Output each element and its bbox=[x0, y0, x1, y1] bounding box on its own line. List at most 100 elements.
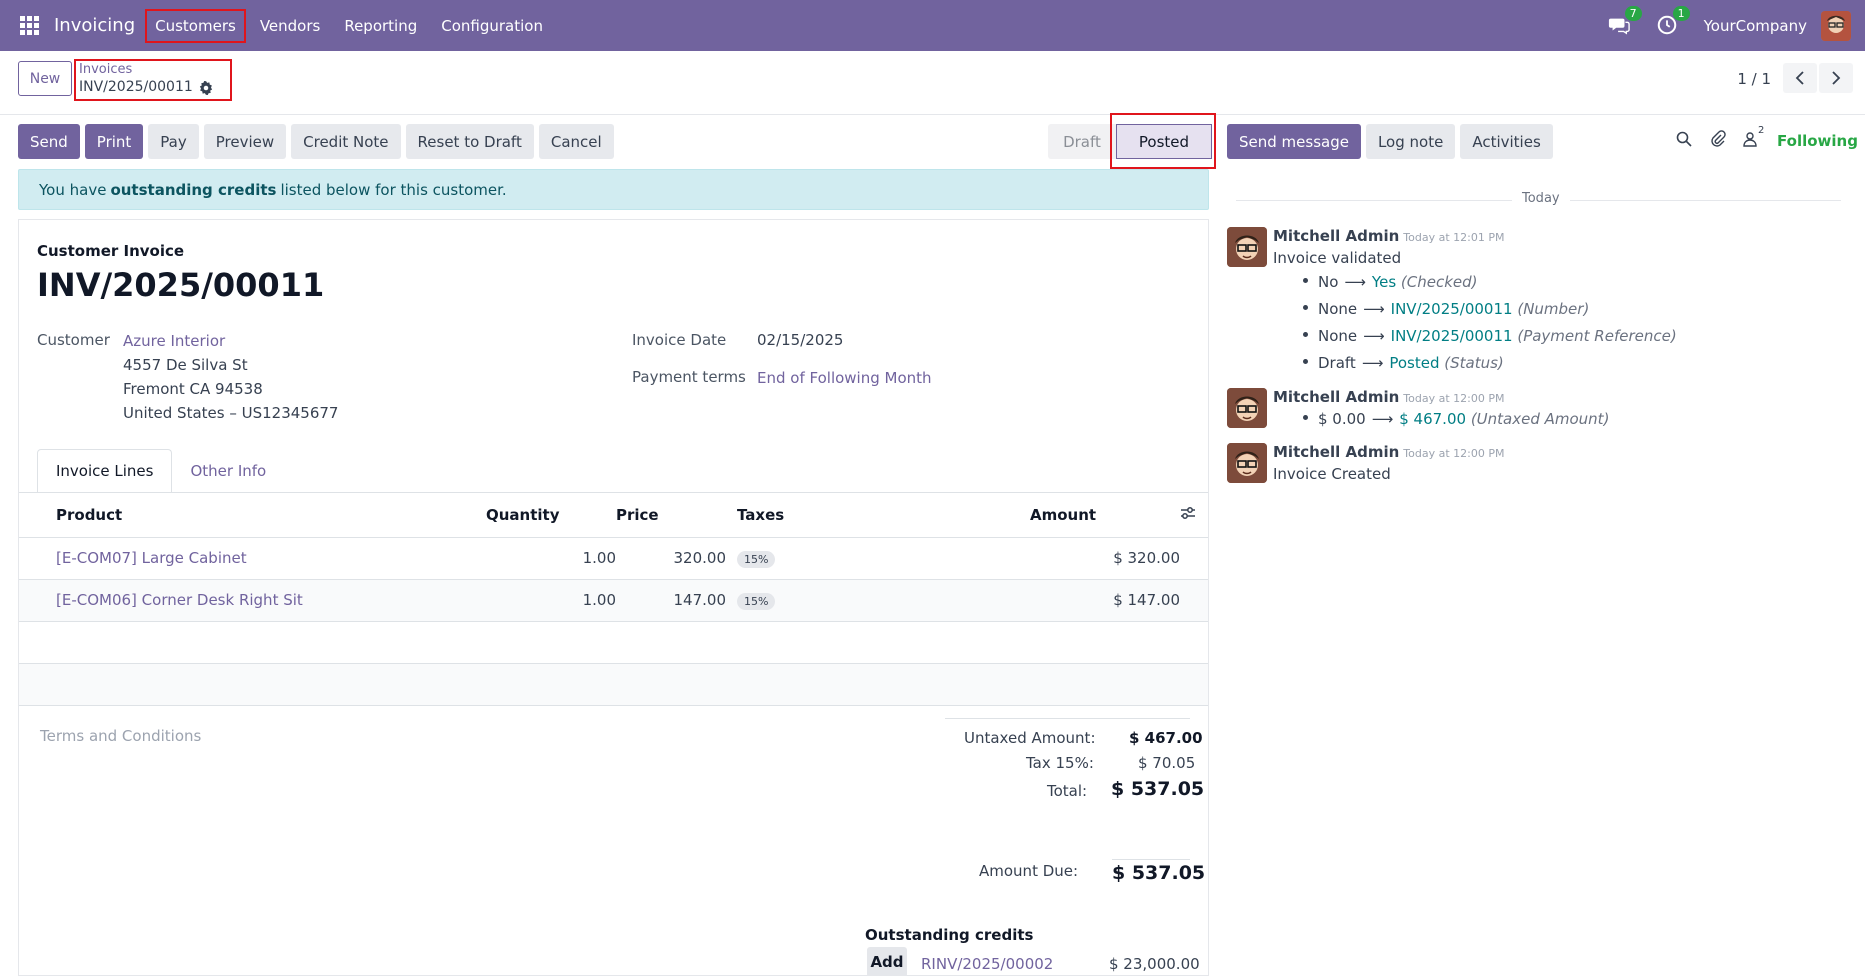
customer-link[interactable]: Azure Interior bbox=[123, 332, 226, 350]
author-name[interactable]: Mitchell Admin bbox=[1273, 227, 1400, 245]
invoice-number: INV/2025/00011 bbox=[37, 266, 325, 304]
table-row[interactable]: [E-COM07] Large Cabinet 1.00 320.00 15% … bbox=[19, 537, 1208, 580]
activities-button[interactable]: Activities bbox=[1460, 124, 1553, 159]
message-author: Mitchell Admin Today at 12:00 PM bbox=[1273, 443, 1504, 461]
field-name: (Status) bbox=[1444, 354, 1504, 372]
new-value: Posted bbox=[1389, 354, 1440, 372]
invoice-date-label: Invoice Date bbox=[632, 331, 727, 349]
preview-button[interactable]: Preview bbox=[203, 124, 287, 159]
arrow-right-icon: ⟶ bbox=[1371, 410, 1394, 428]
navbar-right: 7 1 YourCompany bbox=[1608, 0, 1865, 51]
optional-columns-toggle[interactable] bbox=[1180, 493, 1208, 538]
column-amount[interactable]: Amount bbox=[1030, 493, 1180, 538]
credit-reference-link[interactable]: RINV/2025/00002 bbox=[921, 955, 1054, 973]
apps-grid-icon[interactable] bbox=[20, 15, 40, 36]
line-quantity: 1.00 bbox=[486, 579, 616, 622]
line-amount: $ 320.00 bbox=[1030, 537, 1180, 580]
author-name[interactable]: Mitchell Admin bbox=[1273, 388, 1400, 406]
credit-note-button[interactable]: Credit Note bbox=[291, 124, 401, 159]
address-line-1: 4557 De Silva St bbox=[123, 356, 248, 374]
menu-vendors[interactable]: Vendors bbox=[259, 16, 321, 35]
column-taxes[interactable]: Taxes bbox=[726, 493, 1030, 538]
gear-icon[interactable] bbox=[199, 80, 213, 95]
amount-due-label: Amount Due: bbox=[979, 862, 1079, 880]
address-line-2: Fremont CA 94538 bbox=[123, 380, 263, 398]
activities-clock-icon[interactable]: 1 bbox=[1656, 5, 1690, 38]
alert-prefix: You have bbox=[39, 180, 107, 199]
reset-to-draft-button[interactable]: Reset to Draft bbox=[405, 124, 534, 159]
author-avatar[interactable] bbox=[1227, 443, 1267, 483]
chatter-message: Mitchell Admin Today at 12:00 PM $ 0.00 ⟶ $… bbox=[1227, 388, 1847, 434]
following-toggle[interactable]: Following bbox=[1777, 132, 1858, 150]
user-avatar[interactable] bbox=[1821, 10, 1851, 41]
line-price: 147.00 bbox=[616, 579, 726, 622]
new-value: INV/2025/00011 bbox=[1390, 300, 1513, 318]
old-value: None bbox=[1318, 300, 1358, 318]
log-note-button[interactable]: Log note bbox=[1365, 124, 1456, 159]
pager-value[interactable]: 1 / 1 bbox=[1737, 70, 1771, 88]
totals-divider bbox=[945, 718, 1190, 719]
author-name[interactable]: Mitchell Admin bbox=[1273, 443, 1400, 461]
column-product[interactable]: Product bbox=[56, 493, 486, 538]
add-credit-button[interactable]: Add bbox=[867, 947, 907, 975]
messages-icon[interactable]: 7 bbox=[1608, 5, 1642, 38]
date-separator-label: Today bbox=[1512, 191, 1570, 206]
column-price[interactable]: Price bbox=[616, 493, 726, 538]
pay-button[interactable]: Pay bbox=[148, 124, 199, 159]
send-button[interactable]: Send bbox=[18, 124, 80, 159]
chatter-message: Mitchell Admin Today at 12:01 PM Invoice … bbox=[1227, 227, 1847, 377]
line-product[interactable]: [E-COM07] Large Cabinet bbox=[56, 537, 486, 580]
status-posted[interactable]: Posted bbox=[1116, 124, 1212, 159]
status-draft[interactable]: Draft bbox=[1048, 124, 1116, 159]
table-row[interactable]: [E-COM06] Corner Desk Right Sit 1.00 147… bbox=[19, 579, 1208, 622]
form-action-buttons: Send Print Pay Preview Credit Note Reset… bbox=[18, 124, 619, 159]
print-button[interactable]: Print bbox=[84, 124, 144, 159]
cancel-button[interactable]: Cancel bbox=[538, 124, 614, 159]
tab-invoice-lines[interactable]: Invoice Lines bbox=[37, 449, 173, 493]
activities-count-badge: 1 bbox=[1672, 5, 1690, 21]
new-button[interactable]: New bbox=[18, 61, 72, 96]
send-message-button[interactable]: Send message bbox=[1227, 124, 1361, 159]
invoice-lines-table: Product Quantity Price Taxes Amount [E-C… bbox=[19, 493, 1208, 622]
invoice-date-field[interactable]: 02/15/2025 bbox=[757, 331, 844, 349]
pager-previous-button[interactable] bbox=[1783, 63, 1817, 93]
tax-label: Tax 15%: bbox=[1026, 754, 1094, 772]
messages-count-badge: 7 bbox=[1624, 5, 1642, 21]
customer-label: Customer bbox=[37, 331, 110, 349]
breadcrumb-current-label: INV/2025/00011 bbox=[79, 79, 193, 95]
line-price: 320.00 bbox=[616, 537, 726, 580]
column-quantity[interactable]: Quantity bbox=[486, 493, 616, 538]
amount-due-divider bbox=[1112, 859, 1190, 860]
pager-next-button[interactable] bbox=[1819, 63, 1853, 93]
payment-terms-field[interactable]: End of Following Month bbox=[757, 369, 932, 387]
chatter-message: Mitchell Admin Today at 12:00 PM Invoice … bbox=[1227, 443, 1847, 489]
breadcrumb: Invoices INV/2025/00011 bbox=[74, 59, 232, 101]
author-avatar[interactable] bbox=[1227, 227, 1267, 267]
tab-other-info[interactable]: Other Info bbox=[190, 462, 267, 480]
chevron-left-icon bbox=[1795, 71, 1804, 85]
tax-badge: 15% bbox=[737, 550, 776, 568]
new-value: $ 467.00 bbox=[1399, 410, 1467, 428]
terms-and-conditions-field[interactable]: Terms and Conditions bbox=[40, 727, 202, 745]
menu-customers[interactable]: Customers bbox=[145, 8, 246, 43]
breadcrumb-invoices-link[interactable]: Invoices bbox=[79, 62, 133, 77]
menu-configuration[interactable]: Configuration bbox=[441, 16, 543, 35]
control-panel: New Invoices INV/2025/00011 1 / 1 bbox=[0, 51, 1865, 115]
status-bar: Draft Posted bbox=[1048, 113, 1216, 169]
paperclip-icon[interactable] bbox=[1710, 130, 1726, 152]
old-value: Draft bbox=[1318, 354, 1356, 372]
message-time: Today at 12:01 PM bbox=[1403, 231, 1505, 244]
menu-reporting[interactable]: Reporting bbox=[344, 16, 418, 35]
tracking-change: Draft ⟶ Posted (Status) bbox=[1303, 354, 1504, 372]
followers-user-icon[interactable]: 2 bbox=[1742, 125, 1764, 151]
line-product[interactable]: [E-COM06] Corner Desk Right Sit bbox=[56, 579, 486, 622]
message-time: Today at 12:00 PM bbox=[1403, 447, 1505, 460]
company-switcher[interactable]: YourCompany bbox=[1703, 16, 1807, 35]
app-name[interactable]: Invoicing bbox=[54, 15, 136, 36]
old-value: No bbox=[1318, 273, 1339, 291]
tracking-change: No ⟶ Yes (Checked) bbox=[1303, 273, 1478, 291]
table-header-row: Product Quantity Price Taxes Amount bbox=[19, 493, 1208, 538]
empty-row bbox=[19, 622, 1208, 664]
search-icon[interactable] bbox=[1676, 131, 1692, 151]
author-avatar[interactable] bbox=[1227, 388, 1267, 428]
